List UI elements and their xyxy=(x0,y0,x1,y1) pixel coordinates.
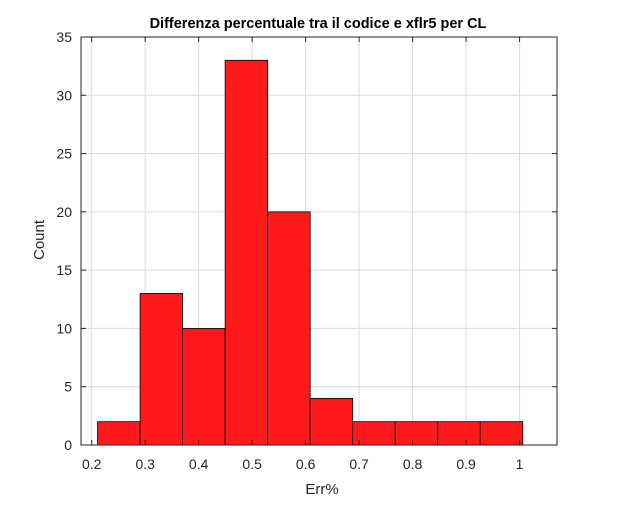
x-tick-label: 0.7 xyxy=(349,456,369,472)
x-tick-label: 0.8 xyxy=(403,456,423,472)
histogram-bar xyxy=(309,397,354,446)
x-tick-label: 0.6 xyxy=(296,456,316,472)
tick-marks xyxy=(81,36,557,446)
x-tick-label: 0.2 xyxy=(82,456,102,472)
histogram-bar xyxy=(97,421,141,446)
x-tick-label: 0.5 xyxy=(242,456,262,472)
histogram-bar xyxy=(394,421,439,446)
y-tick-label: 30 xyxy=(56,87,72,103)
x-tick-label: 0.3 xyxy=(135,456,155,472)
x-tick-labels: 0.2 0.3 0.4 0.5 0.6 0.7 0.8 0.9 1 xyxy=(82,456,524,472)
y-tick-label: 15 xyxy=(56,262,72,278)
y-tick-label: 25 xyxy=(56,146,72,162)
histogram-bar xyxy=(267,211,311,446)
y-tick-label: 20 xyxy=(56,204,72,220)
histogram-bar xyxy=(182,328,226,446)
chart-title: Differenza percentuale tra il codice e x… xyxy=(150,16,487,32)
y-tick-label: 10 xyxy=(56,320,72,336)
x-tick-label: 0.4 xyxy=(189,456,209,472)
x-axis-label: Err% xyxy=(305,481,338,498)
y-axis-label: Count xyxy=(31,219,48,260)
histogram-bar xyxy=(479,421,524,446)
y-tick-label: 5 xyxy=(64,379,72,395)
histogram-bar xyxy=(224,59,269,446)
x-tick-label: 1 xyxy=(516,456,524,472)
y-tick-label: 35 xyxy=(56,29,72,45)
histogram-bar xyxy=(139,293,184,446)
axes-box xyxy=(80,36,558,446)
y-tick-label: 0 xyxy=(64,437,72,453)
histogram-bar xyxy=(437,421,481,446)
y-tick-labels: 0 5 10 15 20 25 30 35 xyxy=(56,29,72,453)
x-tick-label: 0.9 xyxy=(456,456,476,472)
